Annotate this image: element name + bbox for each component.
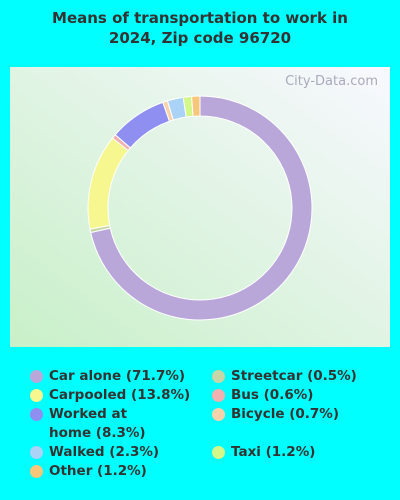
- chart-title: Means of transportation to work in 2024,…: [52, 9, 348, 47]
- legend-marker: [30, 465, 43, 478]
- donut-slice: [191, 95, 201, 117]
- legend-marker: [212, 446, 225, 459]
- legend-label: Worked at home (8.3%): [49, 406, 146, 441]
- legend-label: Car alone (71.7%): [49, 368, 186, 384]
- watermark: City-Data.com: [285, 74, 378, 89]
- legend-marker: [212, 408, 225, 421]
- legend-marker: [30, 408, 43, 421]
- legend-marker: [212, 389, 225, 402]
- legend-label: Bicycle (0.7%): [231, 406, 339, 422]
- legend-marker: [212, 370, 225, 383]
- legend-marker: [30, 446, 43, 459]
- legend-marker: [30, 370, 43, 383]
- legend-label: Taxi (1.2%): [231, 444, 316, 460]
- legend-label: Carpooled (13.8%): [49, 387, 191, 403]
- legend-label: Streetcar (0.5%): [231, 368, 357, 384]
- donut-slice: [90, 95, 313, 321]
- legend-label: Bus (0.6%): [231, 387, 314, 403]
- legend-label: Other (1.2%): [49, 463, 147, 479]
- legend-marker: [30, 389, 43, 402]
- legend-label: Walked (2.3%): [49, 444, 160, 460]
